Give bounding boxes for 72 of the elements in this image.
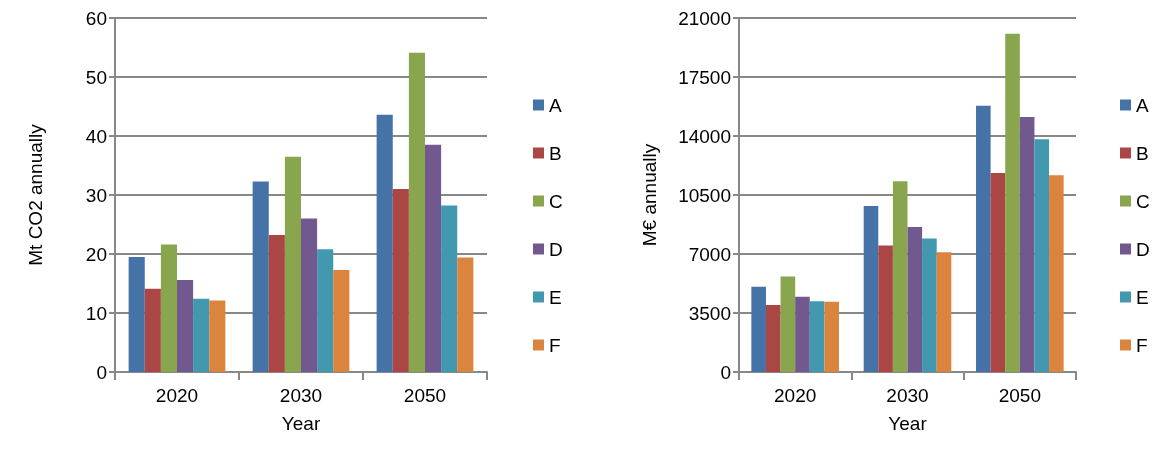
bar [128,256,145,372]
y-tick-label: 14000 [678,125,731,147]
bar [209,300,226,372]
bar [990,172,1006,372]
bar [441,205,458,372]
x-tick-label: 2030 [279,385,323,406]
bar [824,301,839,372]
y-axis-title: Mt CO2 annually [25,123,46,266]
x-axis-title: Year [281,413,321,434]
bar [1005,33,1020,372]
legend-label: C [1136,190,1150,212]
x-tick-label: 2050 [998,385,1041,406]
y-tick-label: 10 [85,302,107,324]
legend-label: B [1136,142,1149,164]
y-tick-label: 30 [85,184,107,206]
bar [892,181,908,372]
y-tick-label: 50 [85,66,107,88]
bar [780,276,796,372]
bar [144,288,161,372]
legend-label: E [549,286,562,308]
bar [284,156,301,372]
bar [160,244,177,372]
bar [878,245,893,372]
legend-label: E [1136,286,1149,308]
x-axis-title: Year [888,413,928,434]
legend-label: F [549,334,561,356]
y-tick-label: 3500 [688,302,731,324]
legend-label: F [1136,334,1148,356]
bar [425,144,442,372]
y-tick-label: 7000 [688,243,731,265]
bar [408,52,425,372]
bar [936,252,952,372]
bar [751,286,766,372]
bar [765,305,781,372]
bar [252,181,269,372]
bar [976,105,991,372]
y-tick-label: 20 [85,243,107,265]
bar [922,238,937,372]
y-tick-label: 10500 [678,184,731,206]
bar [1049,175,1064,372]
bar [1019,116,1035,372]
bar [392,189,409,372]
bar [376,114,393,372]
bar [457,257,474,372]
y-tick-label: 40 [85,125,107,147]
bar [333,269,350,372]
bar [1034,139,1050,372]
bar [795,296,810,372]
y-axis-title: M€ annually [639,143,660,247]
bar [317,249,334,372]
y-tick-label: 0 [720,361,731,383]
bar [907,227,923,372]
bar [809,301,825,372]
x-tick-label: 2050 [403,385,447,406]
x-tick-label: 2020 [155,385,199,406]
x-tick-label: 2030 [886,385,929,406]
legend-label: C [549,190,563,212]
bar [268,235,285,372]
bar [177,279,194,372]
y-tick-label: 60 [85,7,107,29]
legend-label: D [549,238,563,260]
y-tick-label: 21000 [678,7,731,29]
legend-label: B [549,142,562,164]
bar [863,205,879,372]
bar [301,218,318,372]
bar [193,298,210,372]
x-tick-label: 2020 [774,385,817,406]
y-tick-label: 0 [96,361,107,383]
legend-label: D [1136,238,1150,260]
legend-label: A [549,94,562,116]
legend-label: A [1136,94,1149,116]
y-tick-label: 17500 [678,66,731,88]
